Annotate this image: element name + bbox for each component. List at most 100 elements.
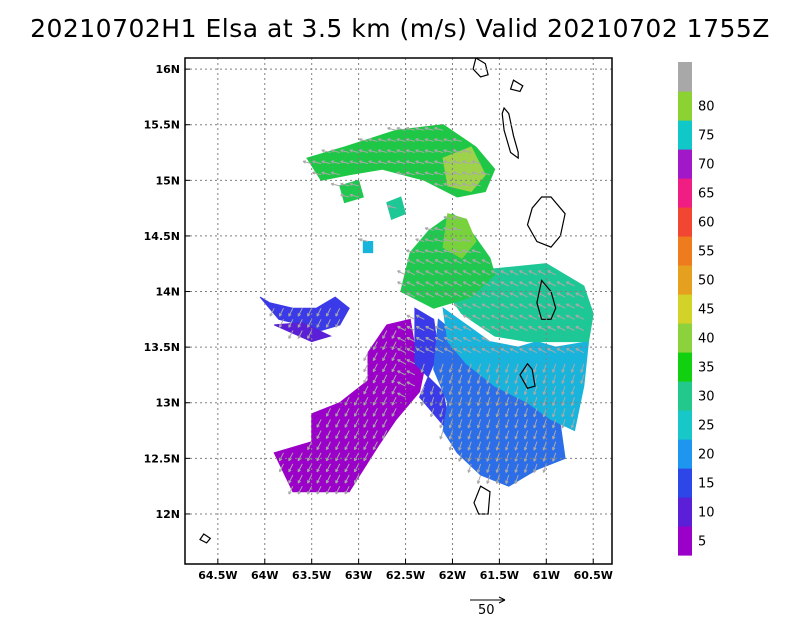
wind-vector — [430, 408, 435, 418]
wind-vector — [288, 485, 294, 495]
wind-vector — [543, 463, 547, 473]
wind-vector — [444, 270, 453, 276]
wind-vector-head — [425, 325, 429, 330]
wind-vector — [462, 314, 472, 320]
wind-vector-head — [372, 446, 376, 451]
wind-vector-head — [523, 458, 528, 462]
wind-vector — [363, 441, 369, 450]
wind-vector-head — [340, 182, 344, 186]
wind-vector-head — [467, 380, 471, 384]
wind-vector-head — [500, 325, 504, 330]
wind-vector — [363, 385, 369, 395]
wind-vector — [538, 325, 547, 331]
wind-vector-head — [279, 313, 283, 317]
wind-region — [442, 307, 590, 432]
wind-vector — [396, 149, 406, 153]
wind-vector — [434, 172, 444, 176]
wind-vector-head — [434, 270, 439, 274]
wind-vector-head — [363, 435, 367, 439]
wind-vector-head — [358, 160, 363, 164]
wind-vector-head — [552, 458, 556, 462]
wind-vector-head — [570, 380, 575, 384]
wind-vector — [363, 374, 369, 384]
wind-vector-head — [424, 238, 429, 242]
colorbar-label: 80 — [698, 100, 715, 115]
wind-vector-head — [307, 468, 311, 473]
wind-vector-head — [321, 171, 325, 175]
wind-vector-head — [458, 458, 462, 462]
wind-vector — [349, 194, 359, 198]
wind-vector — [505, 385, 510, 395]
wind-vector — [382, 363, 388, 373]
wind-vector — [377, 138, 387, 142]
wind-vector-head — [316, 491, 320, 495]
wind-vector — [335, 319, 341, 328]
wind-vector — [528, 281, 538, 287]
wind-vector-head — [397, 337, 401, 341]
wind-vector-head — [297, 313, 301, 317]
wind-vector-head — [453, 270, 457, 274]
wind-vector — [416, 314, 425, 320]
wind-vector-head — [391, 357, 395, 362]
wind-vector — [453, 270, 463, 276]
wind-vector — [415, 127, 425, 131]
x-tick-label: 62W — [439, 569, 466, 582]
wind-vector — [416, 270, 425, 276]
wind-vector-head — [316, 424, 320, 428]
wind-vector-head — [500, 281, 504, 285]
y-tick-label: 13N — [155, 397, 180, 410]
wind-vector-head — [335, 424, 339, 428]
wind-vector-head — [467, 391, 471, 395]
wind-vector-head — [486, 458, 490, 462]
wind-vector-head — [547, 325, 551, 330]
wind-vector — [496, 474, 500, 484]
wind-vector-head — [453, 337, 457, 341]
wind-vector-head — [556, 314, 561, 318]
wind-vector-head — [467, 447, 471, 451]
wind-vector-head — [519, 348, 523, 352]
wind-vector — [505, 419, 510, 429]
wind-vector-head — [444, 281, 448, 285]
plot-frame — [184, 57, 613, 565]
wind-vector — [416, 348, 425, 354]
wind-vector-head — [481, 337, 486, 341]
wind-vector-head — [439, 391, 443, 395]
wind-vector-head — [415, 292, 420, 296]
wind-vector — [359, 138, 369, 142]
wind-vector — [467, 452, 472, 462]
wind-vector-head — [448, 447, 453, 451]
wind-vector — [344, 419, 350, 428]
wind-vector — [297, 319, 303, 328]
wind-vector-head — [405, 249, 410, 253]
wind-vector — [359, 149, 369, 153]
wind-vector-head — [462, 171, 466, 175]
wind-vector — [335, 474, 341, 484]
wind-vector-head — [472, 270, 476, 274]
wind-vector — [269, 307, 275, 317]
colorbar-label: 20 — [698, 448, 715, 463]
wind-vector — [571, 385, 575, 395]
wind-vector — [543, 374, 547, 384]
wind-vector-head — [444, 259, 448, 263]
wind-vector-head — [382, 379, 386, 384]
wind-vector — [443, 238, 453, 242]
wind-vector — [538, 292, 547, 298]
wind-vector-head — [434, 238, 438, 242]
wind-vector-head — [396, 171, 400, 175]
wind-vector-head — [363, 457, 367, 462]
wind-vector-head — [377, 138, 382, 142]
wind-vector — [467, 419, 472, 429]
wind-vector-head — [476, 469, 481, 473]
wind-vector-head — [523, 469, 528, 473]
wind-vector-head — [462, 238, 466, 242]
wind-vector — [452, 238, 462, 242]
wind-vector — [434, 270, 444, 276]
coastline — [501, 106, 519, 160]
wind-vector-head — [344, 468, 348, 473]
wind-vector — [406, 259, 416, 265]
wind-vector-head — [325, 313, 330, 317]
x-tick-label: 62.5W — [386, 569, 425, 582]
wind-vector-head — [316, 313, 320, 317]
wind-vector-head — [547, 348, 551, 352]
y-tick-label: 14N — [155, 286, 180, 299]
